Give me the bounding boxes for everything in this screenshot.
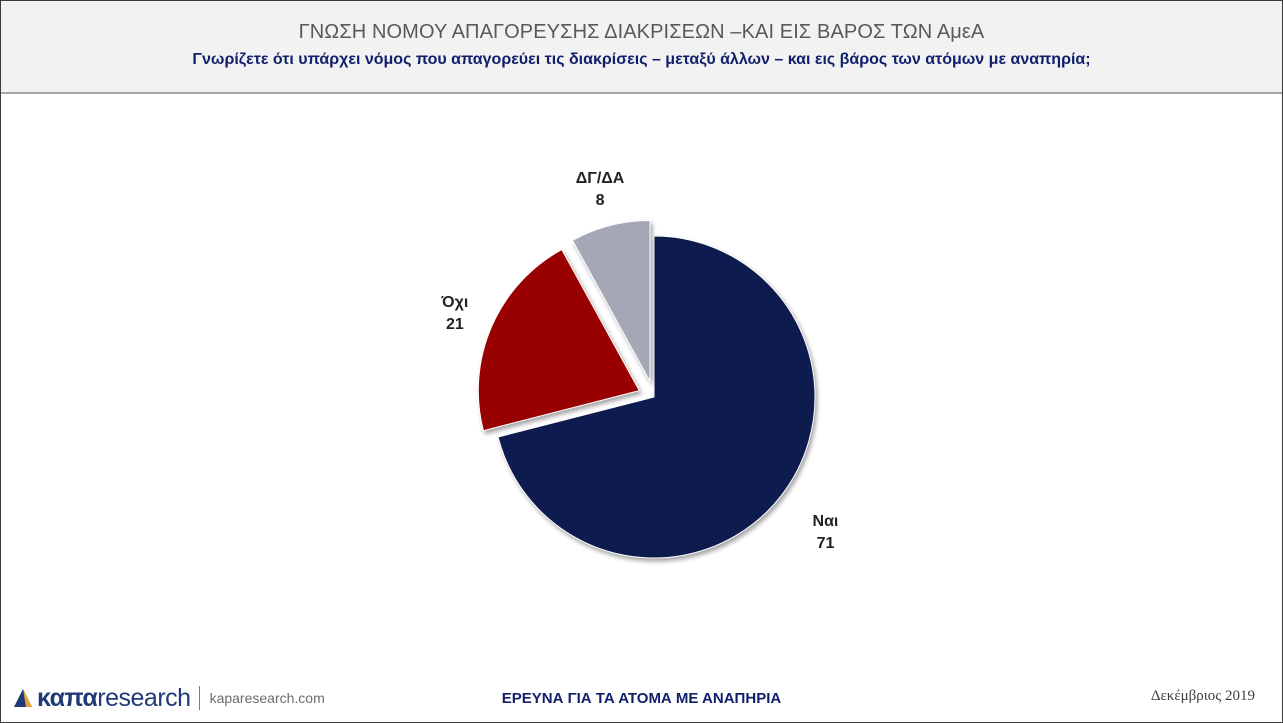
slice-value-label-1: 71: [817, 535, 835, 552]
footer-logo: καπα research kaparesearch.com: [12, 683, 325, 713]
kapa-logo-icon: [14, 689, 32, 707]
page-title: ΓΝΩΣΗ ΝΟΜΟΥ ΑΠΑΓΟΡΕΥΣΗΣ ΔΙΑΚΡΙΣΕΩΝ –ΚΑΙ …: [298, 21, 985, 43]
slice-category-label-1: Ναι: [813, 513, 839, 530]
footer-date: Δεκέμβριος 2019: [1150, 688, 1255, 704]
footer-survey-title: ΕΡΕΥΝΑ ΓΙΑ ΤΑ ΑΤΟΜΑ ΜΕ ΑΝΑΠΗΡΙΑ: [501, 690, 782, 707]
logo-url: kaparesearch.com: [209, 690, 325, 706]
pie-slice-3: [571, 220, 651, 382]
page-subtitle: Γνωρίζετε ότι υπάρχει νόμος που απαγορεύ…: [192, 51, 1091, 68]
slice-value-label-3: 8: [596, 192, 605, 209]
slice-value-label-2: 21: [446, 316, 464, 333]
pie-slice-2: [477, 248, 641, 432]
slice-category-label-2: Όχι: [440, 294, 468, 311]
logo-brand: καπα: [37, 683, 98, 712]
slice-category-label-3: ΔΓ/ΔΑ: [576, 170, 625, 187]
header-bar: ΓΝΩΣΗ ΝΟΜΟΥ ΑΠΑΓΟΡΕΥΣΗΣ ΔΙΑΚΡΙΣΕΩΝ –ΚΑΙ …: [1, 1, 1282, 94]
logo-divider: [198, 686, 200, 710]
pie-slice-1: [497, 235, 816, 559]
logo-suffix: research: [97, 683, 191, 712]
